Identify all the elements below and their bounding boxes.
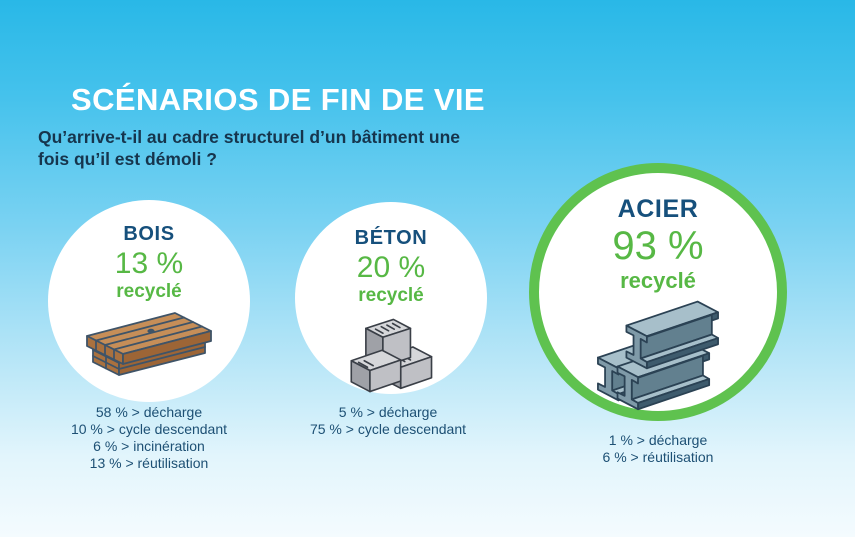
recycled-label: recyclé [620,268,696,293]
subtitle: Qu’arrive-t-il au cadre structurel d’un … [38,126,460,171]
recycled-label: recyclé [116,281,182,302]
subtitle-line-1: Qu’arrive-t-il au cadre structurel d’un … [38,127,461,147]
recycled-percent: 93 % [612,224,704,268]
material-name: ACIER [617,195,699,223]
material-circle-bois: BOIS 13 % recyclé [48,200,250,402]
stat-line: 58 % > décharge [95,404,203,420]
concrete-blocks-icon [350,318,433,393]
material-circle-beton: BÉTON 20 % recyclé [295,202,487,394]
page-title: SCÉNARIOS DE FIN DE VIE [71,82,485,117]
stat-line: 6 % > réutilisation [602,449,714,465]
stat-line: 5 % > décharge [338,404,438,420]
material-name: BÉTON [354,227,428,249]
recycled-percent: 20 % [356,251,426,284]
stat-line: 75 % > cycle descendant [309,421,467,437]
recycled-label: recyclé [358,285,424,306]
subtitle-line-2: fois qu’il est démoli ? [38,149,217,170]
wood-planks-icon [86,312,212,376]
stat-line: 6 % > incinération [93,438,205,454]
material-circle-acier: ACIER 93 % recyclé [529,163,787,421]
stats-bois: 58 % > décharge 10 % > cycle descendant … [9,404,289,472]
stat-line: 10 % > cycle descendant [70,421,228,437]
stat-line: 13 % > réutilisation [89,455,209,471]
stats-acier: 1 % > décharge 6 % > réutilisation [518,432,798,466]
steel-beams-icon [597,300,719,411]
stat-line: 1 % > décharge [608,432,708,448]
material-name: BOIS [123,223,175,245]
recycled-percent: 13 % [114,247,184,280]
stats-beton: 5 % > décharge 75 % > cycle descendant [248,404,528,438]
